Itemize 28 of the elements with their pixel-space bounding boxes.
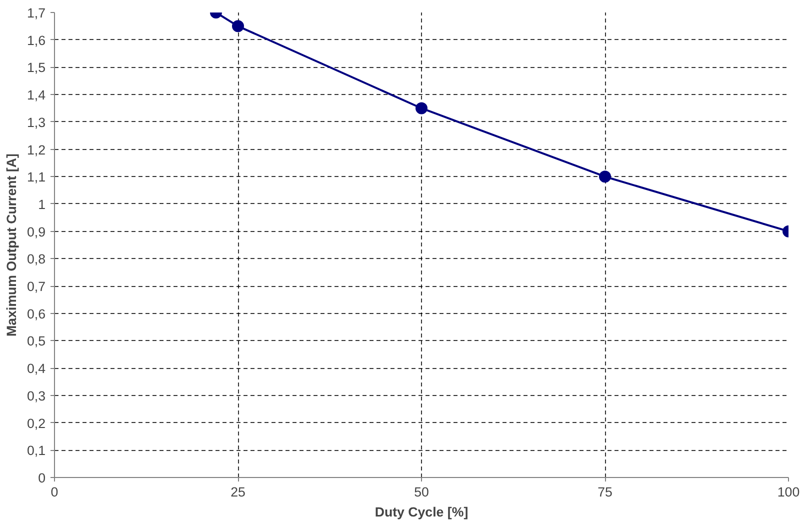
y-tick-label: 1,4: [26, 88, 46, 103]
y-tick-label: 1,6: [26, 32, 46, 48]
y-tick-label: 1,1: [26, 170, 46, 185]
y-tick-label: 0,3: [26, 388, 46, 404]
x-tick-label: 100: [777, 484, 800, 500]
y-tick-label: 0,2: [26, 416, 46, 431]
x-tick-label: 50: [414, 484, 429, 500]
y-tick-label: 0: [38, 470, 46, 486]
y-axis-title: Maximum Output Current [A]: [4, 154, 19, 336]
y-tick-label: 0,8: [26, 252, 46, 267]
point: [232, 20, 244, 32]
y-tick-label: 1: [38, 196, 46, 212]
x-tick-label: 0: [50, 484, 58, 500]
y-tick-label: 0,6: [26, 306, 46, 322]
x-tick-label: 25: [230, 484, 246, 500]
y-tick-label: 0,4: [26, 361, 46, 376]
x-axis-title: Duty Cycle [%]: [374, 504, 468, 520]
y-tick-label: 0,1: [26, 443, 46, 458]
y-tick-label: 1,5: [26, 60, 46, 76]
y-tick-label: 1,2: [26, 142, 46, 158]
x-tick-label: 75: [598, 484, 612, 500]
y-tick-label: 0,5: [26, 334, 46, 349]
y-tick-label: 1,7: [26, 6, 46, 20]
point: [599, 170, 611, 183]
y-tick-label: 0,9: [26, 224, 46, 240]
y-tick-label: 0,7: [26, 279, 46, 294]
point: [416, 102, 428, 114]
y-tick-label: 1,3: [26, 114, 46, 130]
